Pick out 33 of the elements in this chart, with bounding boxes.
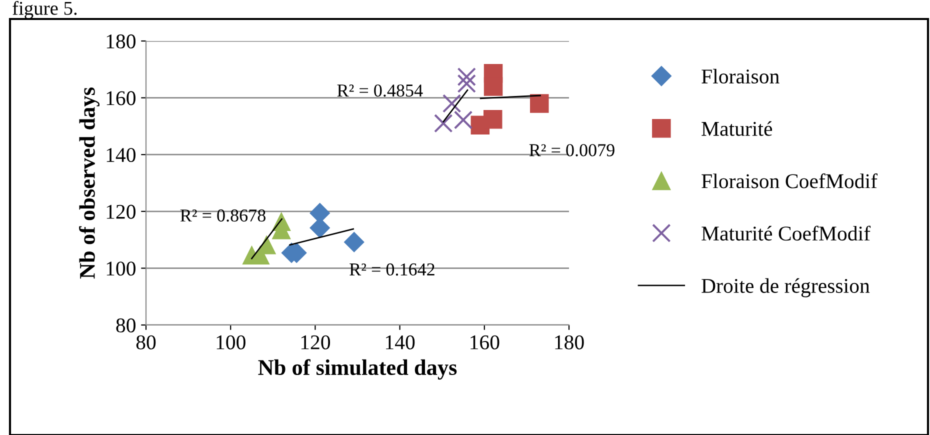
x-tick-label: 120 [301, 335, 330, 350]
y-tick-label: 100 [106, 262, 136, 276]
x-tick-label: 180 [555, 335, 584, 350]
caption: figure 5. [12, 1, 77, 19]
x-tick-label: 80 [136, 335, 156, 350]
x-tick-label: 160 [470, 335, 500, 350]
point [457, 74, 476, 93]
legend-label: Droite de régression [702, 278, 870, 298]
y-tick-label: 80 [116, 318, 136, 332]
y-tick-label: 120 [106, 204, 136, 219]
legend-label: Floraison [702, 68, 780, 84]
x-tick-label: 100 [216, 335, 246, 350]
y-tick-label: 140 [106, 148, 136, 162]
point [454, 110, 473, 130]
x-axis-title: Nb of simulated days [258, 359, 457, 380]
point [442, 94, 462, 113]
annotation: R² = 0.4854 [337, 84, 423, 97]
annotation: R² = 0.0079 [529, 144, 614, 156]
annotation: R² = 0.8678 [180, 209, 266, 222]
legend-label: Maturité [702, 121, 772, 136]
legend-label: Floraison CoefModif [702, 173, 878, 188]
point [344, 232, 364, 252]
y-tick-label: 180 [106, 34, 136, 48]
point [483, 110, 502, 129]
y-tick-label: 160 [106, 91, 136, 106]
point [457, 67, 476, 86]
point [530, 94, 549, 113]
point [434, 114, 453, 133]
y-axis-title: Nb of observed days [79, 88, 100, 279]
legend-label: Maturité CoefModif [702, 226, 871, 241]
point [484, 77, 503, 96]
x-tick-label: 140 [386, 335, 415, 350]
annotation: R² = 0.1642 [350, 263, 434, 276]
